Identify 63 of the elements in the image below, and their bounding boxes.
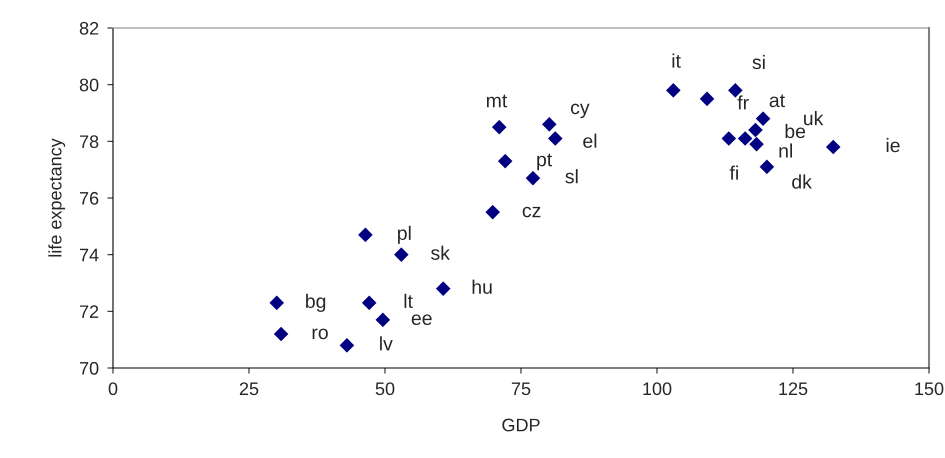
point (362, 296, 377, 310)
point (436, 281, 450, 296)
x-tick-label: 25 (240, 382, 258, 396)
annotation: lv (380, 336, 393, 350)
point (548, 131, 563, 146)
point (826, 140, 841, 154)
x-tick-label: 100 (643, 382, 672, 396)
annotation: dk (792, 174, 812, 189)
annotation: ie (886, 138, 900, 152)
point (358, 228, 373, 242)
y-tick-label: 70 (80, 362, 98, 375)
annotation: pl (398, 226, 411, 244)
y-tick-label: 80 (80, 78, 98, 92)
point (749, 136, 764, 152)
point (394, 247, 409, 262)
annotation: ro (312, 328, 328, 340)
y-tick-label: 82 (80, 22, 98, 35)
point (756, 111, 770, 126)
point (666, 83, 681, 98)
x-tick-label: 50 (376, 382, 394, 396)
point (492, 120, 507, 134)
y-tick-label: 74 (80, 248, 99, 262)
point (376, 312, 390, 328)
annotation: uk (804, 110, 824, 126)
annotation: nl (779, 143, 792, 158)
x-tick-label: 75 (512, 382, 530, 396)
annotation: hu (472, 280, 492, 294)
x-tick-label: 0 (108, 382, 118, 396)
point (760, 160, 774, 174)
annotation: pt (537, 154, 552, 170)
annotation: si (752, 54, 765, 70)
annotation: bg (306, 294, 326, 312)
point (274, 326, 288, 342)
y-axis-title: life expectancy (48, 138, 66, 256)
x-axis-title: GDP (502, 418, 540, 432)
annotation: fi (730, 166, 738, 180)
annotation: sk (431, 246, 450, 260)
annotation: fr (737, 95, 749, 110)
y-tick-label: 72 (80, 305, 98, 318)
annotation: lt (404, 294, 413, 308)
annotation: cy (570, 104, 590, 118)
annotation: be (786, 124, 806, 138)
point (498, 154, 513, 168)
annotation: el (583, 134, 596, 148)
point (340, 338, 354, 353)
y-tick-label: 78 (80, 135, 98, 148)
y-tick-label: 76 (80, 192, 98, 205)
point (700, 92, 714, 106)
point (526, 170, 540, 186)
x-tick-label: 125 (779, 382, 808, 396)
point (269, 296, 284, 310)
point (485, 204, 500, 220)
annotation: ee (412, 314, 432, 326)
annotation: it (672, 53, 681, 68)
point (748, 122, 763, 138)
annotation: at (770, 94, 785, 108)
point (542, 117, 557, 132)
point (738, 131, 752, 146)
annotation: sl (565, 169, 578, 184)
x-tick-label: 150 (915, 382, 944, 396)
point (722, 131, 736, 146)
annotation: cz (522, 206, 540, 218)
annotation: mt (486, 94, 508, 108)
